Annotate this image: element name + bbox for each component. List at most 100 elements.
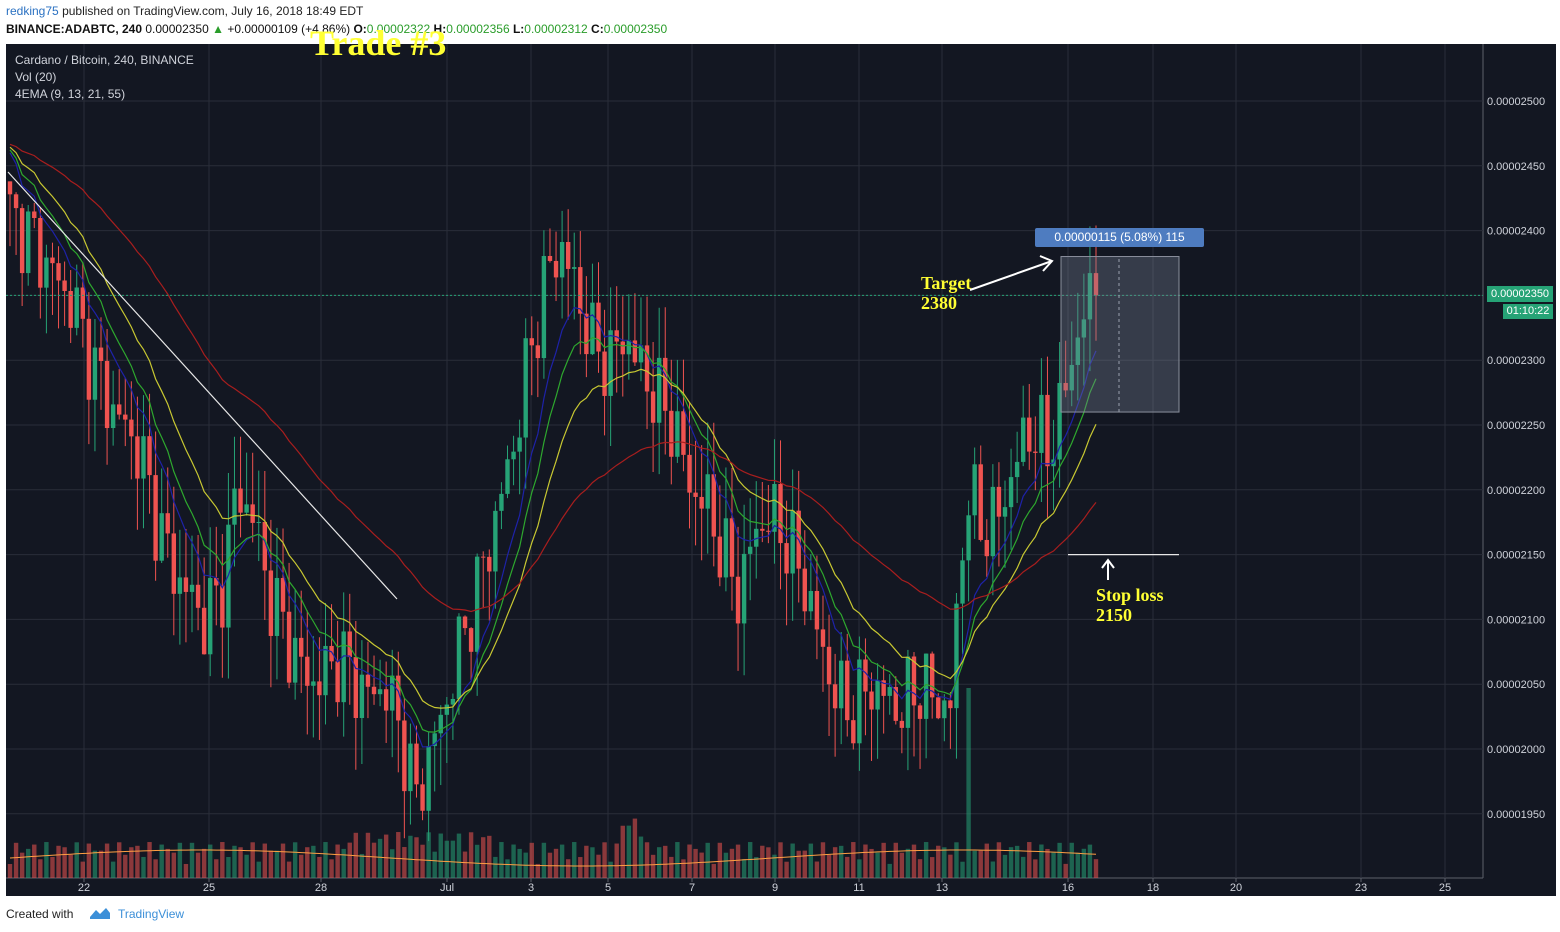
legend-volume[interactable]: Vol (20) [15, 70, 57, 84]
candle-body [754, 528, 759, 547]
candle-body [238, 488, 243, 513]
candle-body [814, 590, 820, 630]
candle-body [62, 280, 67, 291]
candle-body [1039, 394, 1044, 453]
volume-bar [687, 844, 692, 878]
volume-bar [468, 832, 474, 878]
volume-bar [1039, 844, 1044, 878]
candle-body [208, 578, 213, 655]
volume-bar [408, 835, 413, 878]
volume-bar [1081, 848, 1087, 878]
price-chart[interactable]: 0.00002500 0.00002450 0.00002400 0.00002350… [6, 44, 1556, 896]
candle-body [675, 411, 680, 457]
volume-bar [305, 847, 310, 878]
volume-bar [553, 848, 559, 878]
x-tick-label: 3 [528, 882, 534, 894]
volume-bar [923, 842, 929, 878]
candle-body [189, 584, 195, 592]
y-tick-label: 0.00002050 [1487, 679, 1545, 691]
countdown-tag: 01:10:22 [1503, 304, 1553, 319]
candle-body [19, 208, 25, 274]
legend-ema[interactable]: 4EMA (9, 13, 21, 55) [15, 87, 126, 101]
volume-bar [663, 845, 668, 878]
volume-bar [838, 845, 844, 878]
candle-body [535, 345, 541, 359]
candle-body [832, 684, 838, 709]
candle-body [232, 488, 237, 525]
candle-body [329, 645, 334, 662]
volume-bar [256, 861, 261, 878]
author-link[interactable]: redking75 [6, 4, 59, 18]
volume-bar [784, 861, 789, 878]
low-label: L: [512, 22, 525, 36]
volume-bar [869, 848, 874, 878]
candle-body [371, 686, 377, 695]
volume-bar [1093, 859, 1099, 878]
volume-bar [620, 825, 625, 878]
candle-body [165, 513, 170, 534]
candle-body [396, 675, 401, 721]
candle-body [214, 578, 219, 586]
candle-body [693, 492, 698, 497]
measure-box [1060, 256, 1180, 413]
volume-bar [766, 847, 771, 878]
candle-body [650, 391, 656, 423]
tradingview-brand-link[interactable]: TradingView [118, 907, 185, 921]
volume-bar [50, 856, 55, 878]
volume-bar [274, 850, 280, 878]
volume-bar [711, 863, 716, 878]
volume-bar [1087, 844, 1093, 878]
candle-body [584, 313, 589, 355]
candle-body [1093, 273, 1099, 296]
chart-area[interactable]: 0.00002500 0.00002450 0.00002400 0.00002350… [6, 44, 1556, 896]
target-label: Target 2380 [921, 273, 971, 313]
volume-bar [110, 861, 116, 878]
volume-bar [778, 842, 783, 878]
volume-bar [80, 861, 86, 878]
volume-bar [626, 825, 632, 878]
volume-bar [820, 842, 826, 878]
symbol-info: BINANCE:ADABTC, 240 0.00002350 ▲ +0.0000… [6, 22, 667, 36]
volume-bar [1045, 848, 1050, 878]
volume-bar [444, 840, 450, 878]
volume-bar [56, 845, 61, 878]
candle-body [845, 660, 850, 721]
x-tick-label: 16 [1062, 882, 1074, 894]
volume-bar [238, 847, 243, 878]
volume-bar [383, 834, 389, 878]
candle-body [256, 521, 261, 523]
candle-body [608, 330, 613, 396]
volume-bar [1069, 842, 1074, 878]
volume-bar [341, 848, 346, 878]
candle-body [1045, 394, 1050, 467]
y-tick-label: 0.00002450 [1487, 161, 1545, 173]
volume-bar [717, 842, 723, 878]
volume-bar [681, 859, 686, 878]
volume-bar [802, 850, 807, 878]
volume-bar [414, 837, 419, 878]
volume-bar [347, 842, 352, 878]
price-axis-background [1483, 44, 1556, 896]
tradingview-logo-icon[interactable] [88, 905, 112, 921]
candle-body [1033, 451, 1038, 453]
candle-body [784, 543, 789, 574]
candle-body [869, 691, 874, 710]
volume-bar [699, 852, 704, 878]
candle-body [760, 528, 765, 531]
candle-body [244, 504, 249, 513]
volume-bar [942, 847, 947, 878]
volume-bar [456, 833, 462, 878]
ema-9-line [9, 152, 1097, 748]
volume-bar [68, 854, 73, 878]
volume-bar [529, 842, 534, 878]
volume-bar [1002, 854, 1008, 878]
volume-bar [808, 843, 814, 878]
volume-bar [135, 845, 140, 878]
candle-body [899, 720, 905, 728]
volume-bar [62, 847, 67, 878]
candle-body [147, 436, 152, 476]
volume-bar [396, 832, 401, 878]
legend-main[interactable]: Cardano / Bitcoin, 240, BINANCE [15, 53, 194, 67]
stop-loss-text: Stop loss [1096, 585, 1164, 605]
candle-body [954, 603, 959, 709]
